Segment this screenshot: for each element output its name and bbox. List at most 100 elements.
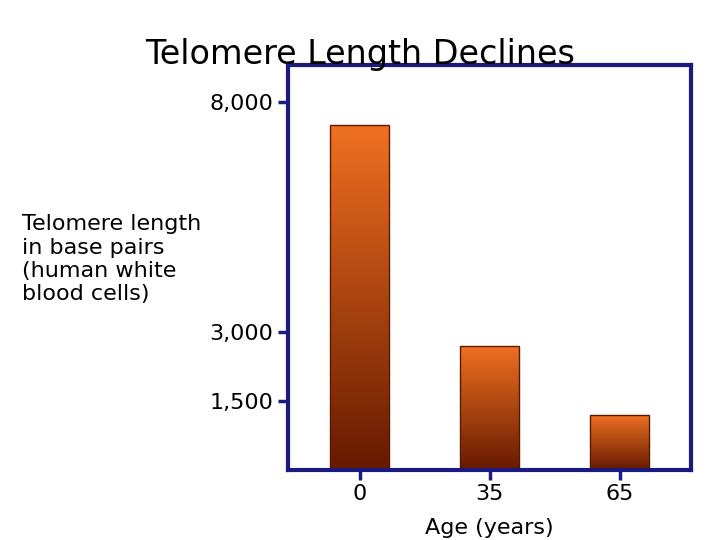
Bar (460, 363, 519, 364)
Bar (330, 259, 389, 262)
Bar (330, 411, 389, 415)
Bar (590, 442, 649, 443)
Bar (460, 348, 519, 349)
Bar (590, 415, 649, 416)
Bar (590, 456, 649, 457)
Bar (460, 384, 519, 386)
Bar (590, 418, 649, 419)
Bar (460, 426, 519, 428)
Bar (330, 356, 389, 359)
Bar (590, 453, 649, 454)
Bar (460, 369, 519, 370)
Bar (330, 256, 389, 259)
Bar (460, 419, 519, 420)
Bar (460, 354, 519, 355)
Bar (590, 463, 649, 464)
Bar (330, 194, 389, 197)
Bar (460, 460, 519, 461)
Bar (330, 449, 389, 453)
Bar (590, 418, 649, 419)
Bar (460, 420, 519, 421)
Bar (330, 425, 389, 428)
Bar (590, 467, 649, 468)
Bar (330, 242, 389, 246)
Bar (330, 453, 389, 456)
Bar (330, 318, 389, 321)
Bar (460, 462, 519, 463)
Bar (460, 393, 519, 394)
Bar (460, 417, 519, 419)
Bar (330, 349, 389, 353)
Bar (330, 328, 389, 332)
Bar (460, 368, 519, 369)
Bar (330, 125, 389, 128)
Bar (330, 145, 389, 149)
Bar (330, 135, 389, 138)
Bar (590, 452, 649, 453)
Bar (460, 446, 519, 448)
Bar (460, 436, 519, 437)
Bar (330, 180, 389, 183)
Bar (590, 447, 649, 448)
Bar (330, 284, 389, 287)
Bar (460, 346, 519, 470)
Bar (460, 469, 519, 470)
Bar (460, 358, 519, 359)
Bar (590, 432, 649, 433)
Bar (330, 422, 389, 425)
Text: Telomere length
in base pairs
(human white
blood cells): Telomere length in base pairs (human whi… (22, 214, 201, 304)
Bar (460, 433, 519, 434)
Bar (330, 190, 389, 194)
Bar (330, 301, 389, 304)
Bar (590, 424, 649, 425)
Bar (590, 430, 649, 431)
Bar (460, 379, 519, 380)
Bar (460, 424, 519, 425)
Bar (590, 457, 649, 458)
Bar (590, 438, 649, 439)
Bar (460, 441, 519, 442)
Bar (460, 421, 519, 423)
Bar (460, 401, 519, 403)
Bar (330, 273, 389, 276)
Bar (460, 378, 519, 379)
Bar (330, 435, 389, 438)
Bar (460, 434, 519, 435)
Bar (330, 415, 389, 418)
Bar (590, 440, 649, 441)
Bar (330, 418, 389, 422)
Bar (460, 350, 519, 352)
Bar (590, 416, 649, 417)
Bar (460, 435, 519, 436)
Bar (460, 353, 519, 354)
Bar (460, 449, 519, 450)
Bar (590, 426, 649, 427)
Bar (330, 380, 389, 383)
Bar (460, 457, 519, 458)
Bar (460, 399, 519, 400)
Bar (460, 450, 519, 451)
Bar (590, 439, 649, 440)
Bar (460, 415, 519, 416)
Bar (460, 346, 519, 347)
Bar (330, 163, 389, 166)
Bar (460, 413, 519, 414)
Bar (330, 125, 389, 470)
Bar (460, 407, 519, 408)
Bar (460, 347, 519, 348)
Bar (460, 463, 519, 465)
Bar (590, 461, 649, 462)
Bar (460, 389, 519, 390)
Bar (460, 366, 519, 367)
Bar (330, 346, 389, 349)
Bar (330, 383, 389, 387)
Bar (590, 450, 649, 451)
Bar (590, 420, 649, 421)
Bar (330, 225, 389, 228)
Bar (330, 252, 389, 256)
Bar (330, 170, 389, 173)
Bar (330, 438, 389, 442)
Bar (330, 370, 389, 373)
Bar (330, 287, 389, 291)
Bar (590, 417, 649, 418)
